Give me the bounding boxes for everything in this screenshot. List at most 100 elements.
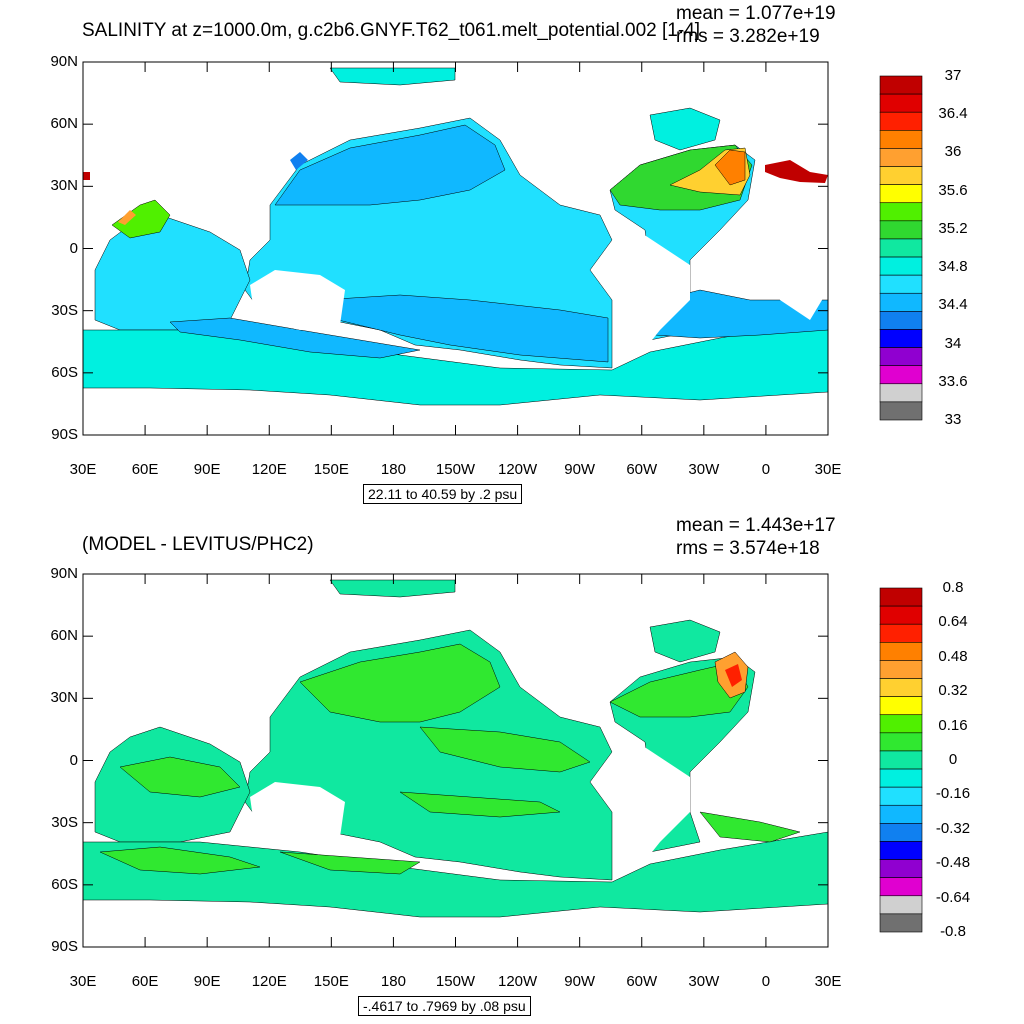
colorbar-label: -0.48 bbox=[935, 854, 971, 872]
panel-title: (MODEL - LEVITUS/PHC2) bbox=[82, 534, 314, 555]
lon-tick-label: 60E bbox=[131, 461, 159, 478]
lon-tick-label: 90W bbox=[564, 461, 596, 478]
lat-tick-label: 60S bbox=[51, 875, 78, 893]
colorbar-swatch bbox=[879, 311, 923, 330]
mean-stat: mean = 1.443e+17 bbox=[676, 515, 836, 536]
colorbar-swatch bbox=[879, 238, 923, 258]
colorbar-label: -0.32 bbox=[935, 819, 971, 837]
colorbar-swatch bbox=[879, 642, 923, 661]
salinity-panel: SALINITY at z=1000.0m, g.c2b6.GNYF.T62_t… bbox=[50, 3, 968, 504]
colorbar-swatch bbox=[879, 823, 923, 842]
colorbar-swatch bbox=[879, 75, 923, 95]
colorbar-swatch bbox=[879, 859, 923, 878]
colorbar-label: 0.48 bbox=[938, 647, 968, 665]
colorbar-swatch bbox=[879, 678, 923, 697]
positive-anomaly-patch bbox=[99, 846, 261, 875]
colorbar-swatch bbox=[879, 696, 923, 716]
colorbar-swatch bbox=[879, 365, 923, 385]
colorbar-swatch bbox=[879, 714, 923, 734]
colorbar-swatch bbox=[879, 605, 923, 625]
colorbar-label: -0.64 bbox=[935, 888, 971, 906]
colorbar-swatch bbox=[879, 111, 923, 131]
colorbar-label: 36 bbox=[944, 143, 962, 161]
africa-land bbox=[760, 230, 828, 320]
colorbar-swatch bbox=[879, 184, 923, 204]
north-pacific-fresh bbox=[274, 124, 506, 206]
colorbar-swatch bbox=[879, 292, 923, 312]
lon-tick-label: 0 bbox=[761, 461, 771, 478]
contour-range-label: 22.11 to 40.59 by .2 psu bbox=[363, 484, 523, 504]
colorbar-swatch bbox=[879, 660, 923, 679]
australia-land bbox=[250, 270, 345, 330]
lat-tick-label: 90S bbox=[51, 426, 78, 443]
colorbar-swatch bbox=[879, 93, 923, 113]
south-america-land bbox=[610, 744, 690, 867]
colorbar-label: 33 bbox=[944, 411, 962, 428]
lon-tick-label: 60W bbox=[626, 461, 658, 478]
lon-tick-label: 30W bbox=[688, 461, 720, 478]
lon-tick-label: 60E bbox=[131, 973, 159, 990]
lon-tick-label: 120E bbox=[251, 461, 287, 478]
south-america-land bbox=[610, 232, 690, 355]
colorbar-swatch bbox=[879, 329, 923, 348]
colorbar-label: -0.16 bbox=[935, 785, 971, 803]
colorbar-swatch bbox=[879, 130, 923, 149]
colorbar-label: 34.4 bbox=[938, 296, 968, 314]
colorbar-swatch bbox=[879, 895, 923, 915]
colorbar-swatch bbox=[879, 166, 923, 185]
colorbar-swatch bbox=[879, 804, 923, 824]
colorbar-swatch bbox=[879, 383, 923, 403]
colorbar-swatch bbox=[879, 913, 923, 933]
colorbar-swatch bbox=[879, 202, 923, 222]
positive-anomaly-patch bbox=[609, 661, 749, 718]
lat-tick-label: 30N bbox=[50, 177, 78, 195]
colorbar-swatch bbox=[879, 841, 923, 860]
lat-tick-label: 30N bbox=[50, 689, 78, 707]
arctic-ocean bbox=[329, 67, 456, 86]
colorbar-label: 35.2 bbox=[938, 219, 968, 237]
positive-anomaly-patch bbox=[419, 726, 591, 773]
lat-tick-label: 90N bbox=[50, 565, 78, 582]
southern-fresh-band bbox=[169, 317, 421, 359]
mediterranean-edge bbox=[83, 172, 90, 180]
colorbar-label: 0.64 bbox=[938, 613, 968, 631]
lon-tick-label: 30E bbox=[814, 461, 842, 478]
colorbar-label: -0.8 bbox=[940, 923, 966, 940]
colorbar-label: 34 bbox=[944, 334, 962, 352]
lon-tick-label: 0 bbox=[761, 973, 771, 990]
difference-panel: (MODEL - LEVITUS/PHC2) mean = 1.443e+17 … bbox=[0, 512, 1024, 1024]
sea-of-okhotsk bbox=[290, 152, 308, 170]
positive-anomaly-patch bbox=[699, 811, 801, 843]
lat-tick-label: 30S bbox=[51, 301, 78, 319]
positive-anomaly-patch bbox=[279, 851, 421, 875]
colorbar-label: 0 bbox=[948, 751, 958, 768]
colorbar-label: 33.6 bbox=[938, 372, 968, 390]
lat-tick-label: 0 bbox=[69, 239, 78, 257]
lat-tick-label: 90S bbox=[51, 938, 78, 955]
axis-ticks bbox=[82, 573, 829, 948]
positive-anomaly-patch bbox=[299, 643, 501, 723]
africa-land bbox=[760, 742, 828, 832]
labrador-sea bbox=[649, 619, 721, 663]
colorbar-label: 0.32 bbox=[938, 682, 968, 700]
colorbar-swatch bbox=[879, 274, 923, 294]
colorbar-swatch bbox=[879, 220, 923, 240]
colorbar-swatch bbox=[879, 587, 923, 607]
lon-tick-label: 150W bbox=[435, 973, 476, 990]
lat-tick-label: 60N bbox=[50, 115, 78, 133]
colorbar-swatch bbox=[879, 786, 923, 806]
lat-tick-label: 90N bbox=[50, 53, 78, 70]
colorbar-swatch bbox=[879, 401, 923, 421]
contour-range-label: -.4617 to .7969 by .08 psu bbox=[358, 996, 531, 1016]
mediterranean-sea bbox=[765, 160, 828, 183]
mean-stat: mean = 1.077e+19 bbox=[676, 3, 836, 24]
colorbar bbox=[879, 75, 923, 421]
south-pacific-fresh bbox=[319, 294, 609, 363]
colorbar bbox=[879, 587, 923, 933]
lon-tick-label: 30E bbox=[69, 461, 97, 478]
lon-tick-label: 150E bbox=[313, 461, 349, 478]
colorbar-label: 35.6 bbox=[938, 181, 968, 199]
lon-tick-label: 30W bbox=[688, 973, 720, 990]
arabian-sea bbox=[111, 199, 171, 239]
lon-tick-label: 30E bbox=[814, 973, 842, 990]
